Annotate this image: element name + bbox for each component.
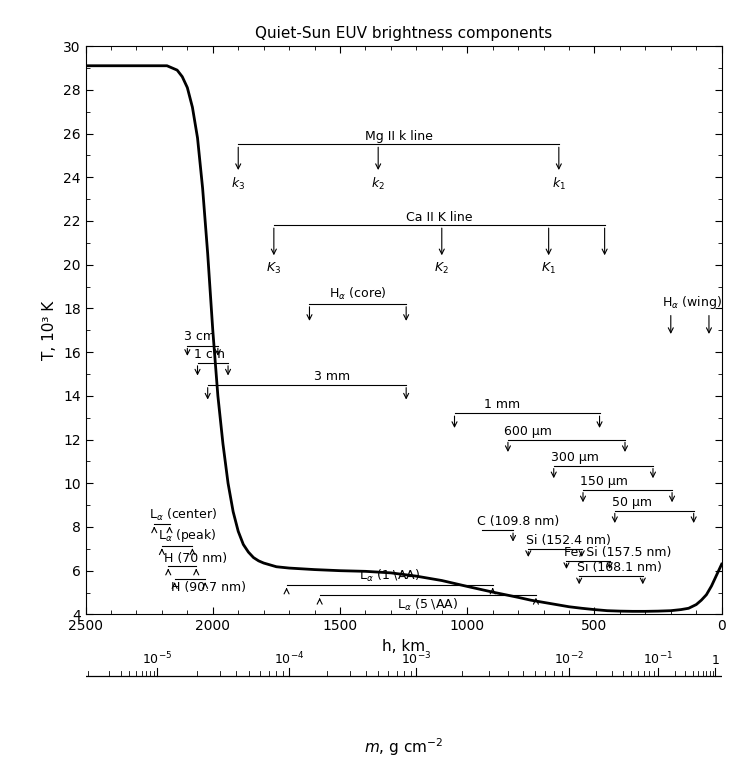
Text: 600 μm: 600 μm [504,425,552,438]
Text: 300 μm: 300 μm [551,451,599,464]
Text: H (90.7 nm): H (90.7 nm) [171,581,246,594]
Text: Ca II K line: Ca II K line [406,210,472,223]
Title: Quiet-Sun EUV brightness components: Quiet-Sun EUV brightness components [255,26,552,41]
Text: k$_1$: k$_1$ [552,176,566,192]
Text: k$_3$: k$_3$ [231,176,246,192]
Text: k$_2$: k$_2$ [371,176,385,192]
Y-axis label: T, 10³ K: T, 10³ K [42,300,57,360]
Text: 150 μm: 150 μm [580,475,629,488]
Text: Si (168.1 nm): Si (168.1 nm) [577,561,661,574]
Text: L$_\alpha$ (1 \AA): L$_\alpha$ (1 \AA) [359,568,420,584]
Text: 1 cm: 1 cm [193,348,225,361]
Text: $10^{-2}$: $10^{-2}$ [554,650,584,667]
Text: 3 cm: 3 cm [184,330,214,343]
Text: K$_3$: K$_3$ [266,261,281,276]
Text: C (109.8 nm): C (109.8 nm) [478,515,559,528]
Text: K$_2$: K$_2$ [434,261,449,276]
Text: L$_\alpha$ (peak): L$_\alpha$ (peak) [158,528,217,545]
Text: Fe, Si (157.5 nm): Fe, Si (157.5 nm) [564,546,671,559]
Text: H (70 nm): H (70 nm) [164,551,228,564]
Text: H$_\alpha$ (core): H$_\alpha$ (core) [329,286,387,303]
Text: H$_\alpha$ (wing): H$_\alpha$ (wing) [662,293,722,310]
Text: $1$: $1$ [711,654,719,667]
Text: Mg II k line: Mg II k line [365,130,432,143]
Text: 3 mm: 3 mm [314,369,350,382]
Text: 1 mm: 1 mm [484,398,519,411]
Text: $m$, g cm$^{-2}$: $m$, g cm$^{-2}$ [364,736,443,758]
Text: $10^{-4}$: $10^{-4}$ [274,650,304,667]
Text: Si (152.4 nm): Si (152.4 nm) [526,534,611,547]
Text: 50 μm: 50 μm [612,496,652,509]
Text: $10^{-3}$: $10^{-3}$ [401,650,432,667]
X-axis label: h, km: h, km [382,639,425,654]
Text: $10^{-5}$: $10^{-5}$ [141,650,172,667]
Text: L$_\alpha$ (5 \AA): L$_\alpha$ (5 \AA) [397,597,458,613]
Text: K$_1$: K$_1$ [541,261,557,276]
Text: L$_\alpha$ (center): L$_\alpha$ (center) [149,506,217,522]
Text: $10^{-1}$: $10^{-1}$ [643,650,673,667]
